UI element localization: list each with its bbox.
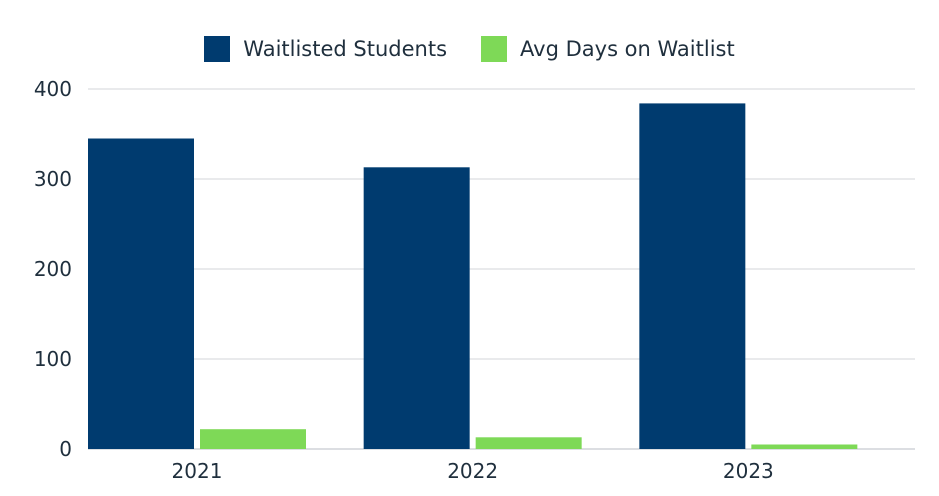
legend-label-waitlisted-students: Waitlisted Students bbox=[243, 37, 448, 61]
x-tick-label: 2022 bbox=[447, 459, 498, 483]
x-tick-label: 2023 bbox=[723, 459, 774, 483]
legend-item-avg-days: Avg Days on Waitlist bbox=[481, 36, 735, 62]
bar-avg-days-2023 bbox=[751, 444, 858, 449]
legend-swatch-waitlisted-students bbox=[204, 36, 231, 62]
bar-waitlisted-students-2021 bbox=[88, 138, 194, 449]
y-tick-label: 200 bbox=[34, 257, 72, 281]
legend-label-avg-days: Avg Days on Waitlist bbox=[520, 37, 735, 61]
legend: Waitlisted Students Avg Days on Waitlist bbox=[0, 36, 939, 62]
legend-item-waitlisted-students: Waitlisted Students bbox=[204, 36, 447, 62]
y-tick-label: 0 bbox=[59, 437, 72, 461]
bar-avg-days-2022 bbox=[475, 437, 582, 449]
y-tick-label: 100 bbox=[34, 347, 72, 371]
y-tick-label: 400 bbox=[34, 77, 72, 101]
y-tick-label: 300 bbox=[34, 167, 72, 191]
bar-waitlisted-students-2022 bbox=[363, 167, 470, 450]
x-tick-label: 2021 bbox=[172, 459, 223, 483]
bar-avg-days-2021 bbox=[200, 429, 306, 449]
legend-swatch-avg-days bbox=[481, 36, 508, 62]
bar-waitlisted-students-2023 bbox=[639, 103, 746, 450]
